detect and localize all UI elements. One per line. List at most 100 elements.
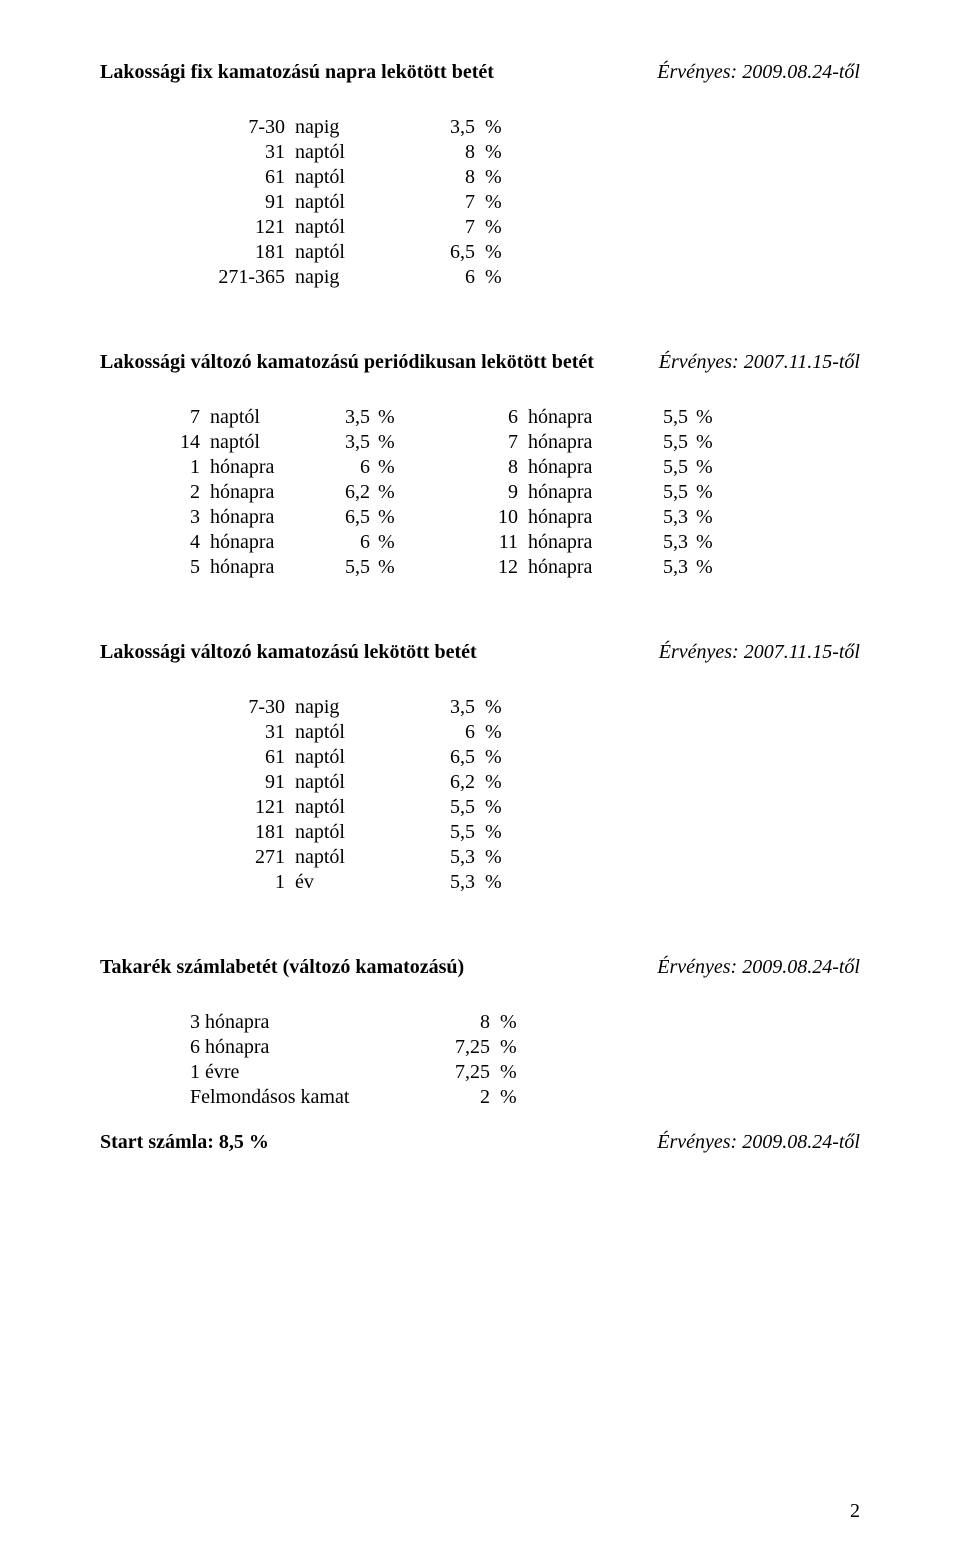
- val-left: 6,5: [310, 505, 370, 530]
- val-left: 6: [310, 455, 370, 480]
- unit-right: hónapra: [518, 430, 628, 455]
- sec1-row: 271-365napig6%: [190, 265, 860, 290]
- pct: %: [475, 215, 525, 240]
- qty: 7-30: [190, 115, 285, 140]
- val-left: 3,5: [310, 405, 370, 430]
- qty-right: 12: [478, 555, 518, 580]
- sec2-row: 1hónapra6%8hónapra5,5%: [160, 455, 860, 480]
- qty: 271-365: [190, 265, 285, 290]
- qty-left: 7: [160, 405, 200, 430]
- qty-right: 10: [478, 505, 518, 530]
- pct: %: [475, 695, 525, 720]
- unit-left: hónapra: [200, 555, 310, 580]
- sec5-validity: Érvényes: 2009.08.24-től: [657, 1130, 860, 1155]
- val: 6: [395, 720, 475, 745]
- unit: naptól: [285, 720, 395, 745]
- unit: naptól: [285, 215, 395, 240]
- unit-right: hónapra: [518, 555, 628, 580]
- sec3-validity: Érvényes: 2007.11.15-től: [659, 640, 860, 665]
- pct: %: [475, 820, 525, 845]
- val: 7: [395, 215, 475, 240]
- val-left: 6: [310, 530, 370, 555]
- sec2-row: 4hónapra6%11hónapra5,3%: [160, 530, 860, 555]
- sec2-validity: Érvényes: 2007.11.15-től: [659, 350, 860, 375]
- sec2-head: Lakossági változó kamatozású periódikusa…: [100, 350, 860, 375]
- sec1-list: 7-30napig3,5%31naptól8%61naptól8%91naptó…: [190, 115, 860, 290]
- val: 3,5: [395, 115, 475, 140]
- sec4-list: 3 hónapra8%6 hónapra7,25%1 évre7,25%Felm…: [190, 1010, 860, 1110]
- pct: %: [490, 1085, 540, 1110]
- qty-left: 4: [160, 530, 200, 555]
- sec1-validity: Érvényes: 2009.08.24-től: [657, 60, 860, 85]
- unit-left: hónapra: [200, 505, 310, 530]
- val: 7: [395, 190, 475, 215]
- sec4-row: Felmondásos kamat2%: [190, 1085, 860, 1110]
- val: 6,2: [395, 770, 475, 795]
- pct-left: %: [370, 405, 408, 430]
- unit-left: hónapra: [200, 530, 310, 555]
- sec1-head: Lakossági fix kamatozású napra lekötött …: [100, 60, 860, 85]
- val: 2: [420, 1085, 490, 1110]
- sec4-row: 6 hónapra7,25%: [190, 1035, 860, 1060]
- label: 3 hónapra: [190, 1010, 420, 1035]
- sec2-row: 2hónapra6,2%9hónapra5,5%: [160, 480, 860, 505]
- val-right: 5,3: [628, 555, 688, 580]
- qty: 61: [190, 745, 285, 770]
- pct: %: [490, 1010, 540, 1035]
- sec5-head: Start számla: 8,5 % Érvényes: 2009.08.24…: [100, 1130, 860, 1155]
- sec4-validity: Érvényes: 2009.08.24-től: [657, 955, 860, 980]
- qty: 121: [190, 215, 285, 240]
- pct-left: %: [370, 555, 408, 580]
- qty: 181: [190, 820, 285, 845]
- val: 8: [395, 140, 475, 165]
- val: 7,25: [420, 1060, 490, 1085]
- pct: %: [475, 745, 525, 770]
- sec2-list: 7naptól3,5%6hónapra5,5%14naptól3,5%7hóna…: [160, 405, 860, 580]
- sec3-row: 61naptól6,5%: [190, 745, 860, 770]
- val: 7,25: [420, 1035, 490, 1060]
- qty: 121: [190, 795, 285, 820]
- pct: %: [490, 1060, 540, 1085]
- sec2-row: 5hónapra5,5%12hónapra5,3%: [160, 555, 860, 580]
- val-left: 6,2: [310, 480, 370, 505]
- label: 6 hónapra: [190, 1035, 420, 1060]
- val: 5,5: [395, 820, 475, 845]
- val: 5,5: [395, 795, 475, 820]
- unit-left: naptól: [200, 405, 310, 430]
- qty: 7-30: [190, 695, 285, 720]
- unit: naptól: [285, 190, 395, 215]
- unit: napig: [285, 265, 395, 290]
- sec3-head: Lakossági változó kamatozású lekötött be…: [100, 640, 860, 665]
- qty: 91: [190, 190, 285, 215]
- val-right: 5,5: [628, 455, 688, 480]
- pct-left: %: [370, 505, 408, 530]
- pct-left: %: [370, 480, 408, 505]
- pct: %: [475, 870, 525, 895]
- pct: %: [475, 140, 525, 165]
- sec4-row: 1 évre7,25%: [190, 1060, 860, 1085]
- pct: %: [475, 265, 525, 290]
- unit: naptól: [285, 240, 395, 265]
- sec1-row: 61naptól8%: [190, 165, 860, 190]
- label: 1 évre: [190, 1060, 420, 1085]
- val: 6,5: [395, 240, 475, 265]
- val-right: 5,5: [628, 405, 688, 430]
- unit-right: hónapra: [518, 505, 628, 530]
- sec3-row: 7-30napig3,5%: [190, 695, 860, 720]
- sec5-title: Start számla: 8,5 %: [100, 1130, 269, 1155]
- unit-left: hónapra: [200, 455, 310, 480]
- val-right: 5,5: [628, 480, 688, 505]
- pct-right: %: [688, 505, 726, 530]
- pct: %: [475, 190, 525, 215]
- sec1-row: 91naptól7%: [190, 190, 860, 215]
- val-left: 5,5: [310, 555, 370, 580]
- sec3-list: 7-30napig3,5%31naptól6%61naptól6,5%91nap…: [190, 695, 860, 895]
- qty: 91: [190, 770, 285, 795]
- sec3-title: Lakossági változó kamatozású lekötött be…: [100, 640, 477, 665]
- qty: 31: [190, 720, 285, 745]
- sec3-row: 121naptól5,5%: [190, 795, 860, 820]
- val-right: 5,3: [628, 530, 688, 555]
- sec1-row: 7-30napig3,5%: [190, 115, 860, 140]
- pct-left: %: [370, 530, 408, 555]
- pct-right: %: [688, 555, 726, 580]
